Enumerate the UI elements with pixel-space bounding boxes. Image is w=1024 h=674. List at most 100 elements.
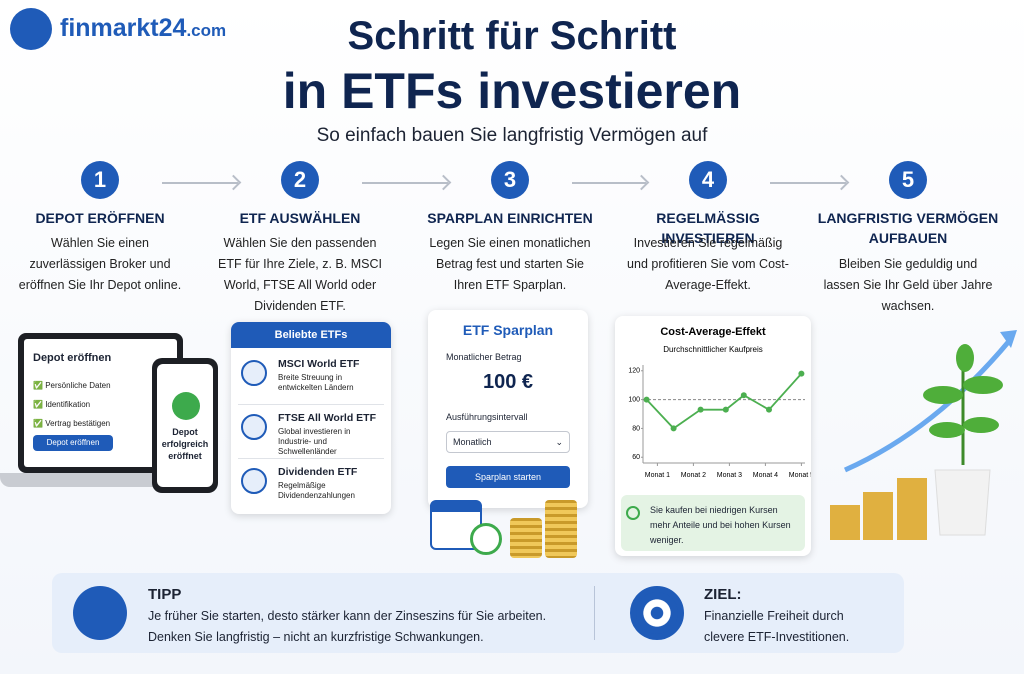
arrow [362, 182, 448, 184]
x-tick-label: Monat 2 [681, 472, 706, 479]
phone-screen [157, 364, 213, 487]
logo-text: finmarkt24 [60, 14, 187, 42]
pot [934, 469, 991, 536]
note: Sie kaufen bei niedrigen Kursen mehr Ant… [650, 505, 791, 545]
select[interactable]: Monatlich ⌄ [446, 431, 570, 453]
phone-text: Depot erfolgreich eröffnet [161, 427, 209, 461]
item: Vertrag bestätigen [45, 419, 111, 428]
checklist: ✅ Persönliche Daten ✅ Identifikation ✅ V… [33, 376, 111, 433]
card-title: ETF Sparplan [462, 322, 554, 338]
leaf [923, 386, 963, 404]
step-title: REGELMÄSSIG INVESTIEREN [656, 210, 760, 246]
etf-icon [241, 468, 267, 494]
check-item: ✅ Vertrag bestätigen [33, 419, 111, 428]
bulb-icon [73, 586, 127, 640]
leaf [963, 417, 999, 433]
y-tick-label: 100 [628, 396, 640, 403]
point [670, 425, 677, 432]
x-tick-label: Monat 1 [645, 472, 670, 479]
step-text: Legen Sie einen monatlichen Betrag fest … [429, 236, 591, 292]
coins [897, 478, 927, 540]
step-text: Wählen Sie einen zuverlässigen Broker un… [18, 236, 182, 292]
etf-desc: Breite Streuung in entwickelten Ländern [278, 373, 354, 392]
step-text: Wählen Sie den passenden ETF für Ihre Zi… [218, 236, 382, 313]
series-line [645, 373, 803, 430]
coins [510, 518, 542, 558]
step-number: 1 [81, 161, 119, 199]
x-tick-label: Monat 3 [717, 472, 742, 479]
logo: finmarkt24.com [60, 14, 226, 43]
etf-name: Dividenden ETF [278, 466, 358, 478]
tip-title: TIPP [148, 586, 182, 603]
title: in ETFs investieren [282, 63, 742, 119]
coins [830, 505, 860, 540]
point [643, 396, 650, 403]
item: Identifikation [45, 400, 91, 409]
point [766, 406, 772, 413]
step-number: 2 [281, 161, 319, 199]
separator [238, 404, 384, 405]
logo-suffix: .com [186, 21, 227, 40]
select-value: Monatlich [453, 437, 492, 447]
goal-title: ZIEL: [704, 586, 742, 603]
logo-icon [10, 8, 52, 50]
divider [594, 586, 595, 640]
etf-name: MSCI World ETF [278, 358, 360, 370]
step-title: ETF AUSWÄHLEN [239, 210, 361, 226]
footer-box [52, 573, 904, 653]
coins [545, 500, 577, 558]
etf-icon [241, 360, 267, 386]
etf-icon [241, 414, 267, 440]
card-title: Depot eröffnen [33, 352, 112, 364]
item: Persönliche Daten [45, 381, 111, 390]
chart: Cost-Average-Effekt Durchschnittlicher K… [628, 326, 811, 479]
etf-name: FTSE All World ETF [278, 412, 376, 424]
tip-text: Je früher Sie starten, desto stärker kan… [148, 609, 547, 644]
arrow-head [1000, 330, 1017, 348]
y-tick-label: 60 [632, 454, 640, 461]
point [722, 406, 729, 413]
chart-title: Cost-Average-Effekt [660, 326, 766, 338]
step-title: SPARPLAN EINRICHTEN [427, 210, 593, 226]
etf-desc: Regelmäßige Dividendenzahlungen [278, 481, 355, 500]
goal-text: Finanzielle Freiheit durch clevere ETF-I… [704, 609, 850, 644]
button[interactable]: Depot eröffnen [33, 435, 113, 451]
label: Monatlicher Betrag [446, 352, 522, 362]
step-text: Bleiben Sie geduldig und lassen Sie Ihr … [823, 257, 993, 313]
card-title: Beliebte ETFs [231, 322, 391, 348]
leaf [956, 344, 974, 372]
check-icon [172, 392, 200, 420]
y-tick-label: 120 [628, 368, 640, 375]
laptop-base [0, 473, 200, 487]
label: Ausführungsintervall [446, 412, 528, 422]
leaf [963, 376, 1003, 394]
step-number: 3 [491, 161, 529, 199]
title: Schritt für Schritt [347, 14, 677, 58]
point [798, 370, 805, 377]
chart-subtitle: Durchschnittlicher Kaufpreis [663, 345, 763, 354]
amount: 100 € [482, 371, 534, 393]
growth-illustration [830, 330, 1017, 540]
check-item: ✅ Identifikation [33, 400, 91, 409]
step-number: 4 [689, 161, 727, 199]
subtitle: So einfach bauen Sie langfristig Vermöge… [316, 125, 708, 146]
note-box [621, 495, 805, 551]
etf-desc: Global investieren in Industrie- und Sch… [278, 427, 351, 456]
point [697, 406, 704, 413]
step-text: Investieren Sie regelmäßig und profitier… [627, 236, 789, 292]
separator [238, 458, 384, 459]
leaf [929, 422, 965, 438]
coins [863, 492, 893, 540]
clock-icon [470, 523, 502, 555]
x-tick-label: Monat 5 [789, 472, 811, 479]
check-item: ✅ Persönliche Daten [33, 381, 111, 390]
step-number: 5 [889, 161, 927, 199]
step-title: LANGFRISTIG VERMÖGEN AUFBAUEN [817, 210, 999, 246]
arrow [572, 182, 646, 184]
x-tick-label: Monat 4 [753, 472, 778, 479]
point [740, 392, 747, 399]
check-icon [626, 506, 640, 520]
arrow [770, 182, 846, 184]
button[interactable]: Sparplan starten [446, 466, 570, 488]
